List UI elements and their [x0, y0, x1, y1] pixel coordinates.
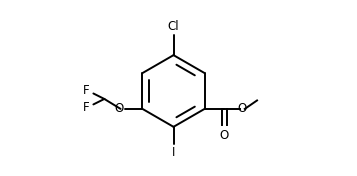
- Text: O: O: [220, 129, 229, 142]
- Text: Cl: Cl: [168, 20, 179, 33]
- Text: F: F: [83, 101, 89, 114]
- Text: I: I: [172, 146, 175, 159]
- Text: O: O: [114, 102, 124, 115]
- Text: F: F: [83, 84, 89, 97]
- Text: O: O: [238, 102, 247, 115]
